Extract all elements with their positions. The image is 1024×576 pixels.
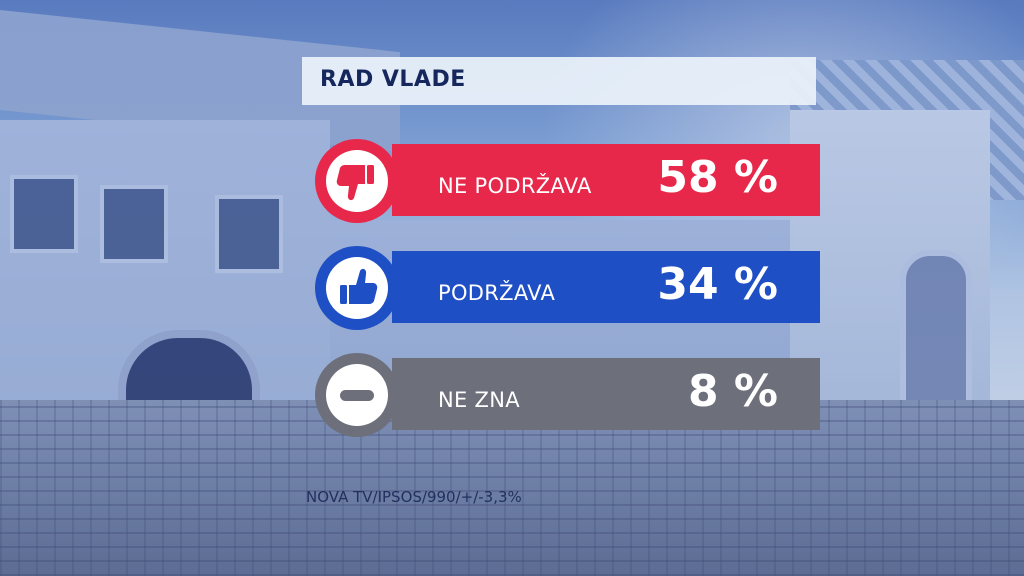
building-window <box>10 175 78 253</box>
bar-ne-podrzava: NE PODRŽAVA 58 % <box>392 144 820 216</box>
bar-value-podrzava: 34 % <box>657 259 778 310</box>
thumbs-down-icon <box>314 138 400 224</box>
thumbs-up-icon <box>314 245 400 331</box>
chart-title-box: RAD VLADE <box>302 57 816 105</box>
bar-ne-zna: NE ZNA 8 % <box>392 358 820 430</box>
building-window <box>215 195 283 273</box>
bar-label-podrzava: PODRŽAVA <box>438 281 556 305</box>
bar-value-ne-zna: 8 % <box>687 366 778 417</box>
bar-row-ne-zna: NE ZNA 8 % <box>300 344 820 444</box>
source-note: NOVA TV/IPSOS/990/+/-3,3% <box>306 488 522 506</box>
building-window <box>100 185 168 263</box>
minus-icon <box>314 352 400 438</box>
bar-label-ne-zna: NE ZNA <box>438 388 520 412</box>
bar-value-ne-podrzava: 58 % <box>657 152 778 203</box>
bar-label-ne-podrzava: NE PODRŽAVA <box>438 174 592 198</box>
bar-podrzava: PODRŽAVA 34 % <box>392 251 820 323</box>
bar-row-podrzava: PODRŽAVA 34 % <box>300 237 820 337</box>
chart-title: RAD VLADE <box>320 67 466 92</box>
bar-row-ne-podrzava: NE PODRŽAVA 58 % <box>300 130 820 230</box>
